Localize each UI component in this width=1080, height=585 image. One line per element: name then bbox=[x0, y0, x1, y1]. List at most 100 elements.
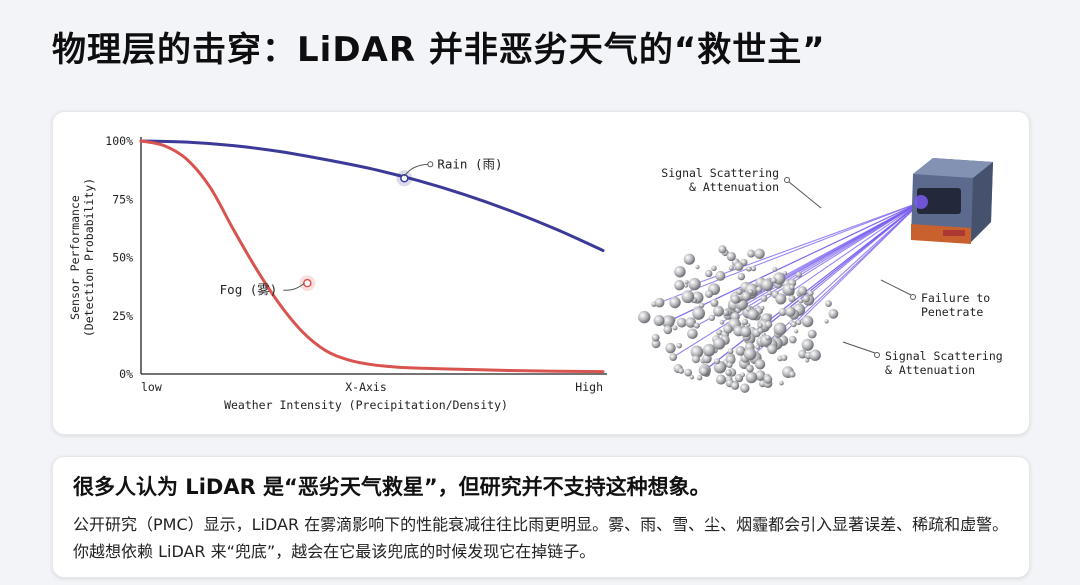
fog-particle bbox=[755, 344, 761, 350]
fog-particle bbox=[685, 317, 697, 328]
fog-particle bbox=[807, 329, 817, 339]
fog-particle bbox=[740, 326, 752, 338]
fog-particle bbox=[801, 315, 814, 328]
chart-svg: 100% 75% 50% 25% 0% Sensor Performance (Detect… bbox=[68, 134, 1003, 412]
fog-particle bbox=[809, 349, 821, 361]
y-tick-label: 0% bbox=[119, 367, 133, 381]
fog-particle bbox=[747, 249, 756, 258]
fog-particle bbox=[661, 315, 675, 329]
leader-line bbox=[842, 341, 876, 354]
laser-beam bbox=[704, 201, 922, 371]
fog-particle bbox=[772, 266, 778, 272]
fog-particle bbox=[715, 270, 726, 281]
fog-particle bbox=[727, 348, 734, 355]
fog-particle bbox=[705, 289, 714, 298]
device-base bbox=[911, 224, 971, 244]
fog-particle bbox=[741, 291, 751, 301]
fog-particle bbox=[674, 279, 685, 291]
fog-particle bbox=[725, 369, 732, 376]
fog-particle bbox=[710, 298, 719, 307]
fog-particle bbox=[728, 265, 734, 271]
x-tick-label-low: low bbox=[141, 380, 162, 394]
fog-particle bbox=[705, 269, 713, 278]
fog-particle bbox=[722, 309, 730, 316]
fog-particle bbox=[681, 290, 695, 304]
fog-particle bbox=[795, 271, 802, 278]
fog-particle bbox=[736, 288, 743, 295]
fog-particle bbox=[713, 337, 726, 350]
chart-ticks: 100% 75% 50% 25% 0% Sensor Performance (Detect… bbox=[68, 134, 603, 412]
fog-particle bbox=[723, 324, 733, 334]
fog-particle bbox=[663, 325, 673, 335]
x-axis-name: X-Axis bbox=[345, 380, 387, 394]
fog-particle bbox=[741, 318, 749, 326]
fog-particle bbox=[773, 322, 787, 336]
fog-particle bbox=[767, 290, 772, 296]
fog-particle bbox=[651, 339, 661, 349]
device-aperture bbox=[917, 188, 961, 214]
fog-particle bbox=[770, 277, 777, 284]
fog-particle bbox=[684, 279, 689, 284]
y-tick-label: 100% bbox=[105, 134, 133, 148]
fog-particle bbox=[734, 261, 744, 271]
leader-dot bbox=[784, 177, 790, 183]
fog-particle bbox=[651, 333, 660, 342]
fog-particle bbox=[798, 349, 807, 359]
fog-particle bbox=[755, 370, 766, 381]
fog-particles bbox=[638, 245, 839, 393]
fog-particle bbox=[689, 375, 695, 380]
fog-particle bbox=[696, 375, 703, 381]
laser-beam bbox=[659, 201, 922, 304]
annotation-marker bbox=[400, 174, 409, 183]
fog-particle bbox=[828, 308, 839, 319]
lidar-device bbox=[911, 158, 993, 244]
y-axis-label: Sensor Performance bbox=[68, 195, 82, 320]
leader-dot bbox=[910, 294, 916, 300]
label-failure-to-penetrate: Failure to bbox=[921, 291, 990, 305]
fog-particle bbox=[767, 344, 778, 355]
fog-particle bbox=[797, 286, 808, 296]
fog-particle bbox=[730, 294, 740, 304]
fog-particle bbox=[789, 335, 797, 344]
fog-particle bbox=[725, 354, 736, 365]
fog-particle bbox=[764, 320, 773, 329]
fog-particle bbox=[805, 358, 810, 363]
fog-particle bbox=[801, 338, 814, 351]
annotation-marker bbox=[303, 278, 312, 288]
summary-card: 很多人认为 LiDAR 是“恶劣天气救星”，但研究并不支持这种想象。 公开研究（… bbox=[52, 456, 1030, 578]
leader-line bbox=[880, 279, 912, 296]
fog-particle bbox=[763, 375, 773, 384]
fog-particle bbox=[824, 319, 829, 324]
chart-card: 100% 75% 50% 25% 0% Sensor Performance (Detect… bbox=[52, 111, 1030, 435]
laser-beam bbox=[780, 201, 922, 300]
y-tick-label: 75% bbox=[112, 192, 133, 206]
fog-particle bbox=[775, 293, 787, 305]
fog-particle bbox=[654, 297, 665, 308]
fog-particle bbox=[702, 343, 716, 357]
laser-beam bbox=[672, 201, 922, 358]
fog-particle bbox=[740, 372, 746, 378]
x-axis-label: Weather Intensity (Precipitation/Density… bbox=[224, 398, 508, 412]
fog-series-label: Fog (雾) bbox=[220, 282, 278, 297]
laser-beam bbox=[727, 201, 922, 313]
fog-particle bbox=[688, 277, 701, 291]
fog-particle bbox=[794, 329, 799, 334]
fog-particle bbox=[750, 266, 757, 272]
fog-particle bbox=[669, 296, 681, 309]
fog-particle bbox=[683, 283, 688, 288]
fog-particle bbox=[715, 374, 727, 385]
leader-line bbox=[788, 181, 822, 209]
fog-particle bbox=[795, 319, 802, 326]
fog-particle bbox=[825, 300, 832, 307]
laser-beam bbox=[694, 201, 922, 285]
fog-particle bbox=[757, 322, 763, 328]
label-signal-scattering-bottom: & Attenuation bbox=[885, 363, 975, 377]
fog-particle bbox=[691, 355, 700, 364]
fog-particle bbox=[669, 353, 678, 362]
fog-particle bbox=[730, 381, 740, 390]
chart-axes bbox=[140, 137, 607, 375]
laser-beam bbox=[744, 201, 922, 364]
fog-particle bbox=[735, 345, 746, 356]
fog-particle bbox=[790, 321, 797, 328]
